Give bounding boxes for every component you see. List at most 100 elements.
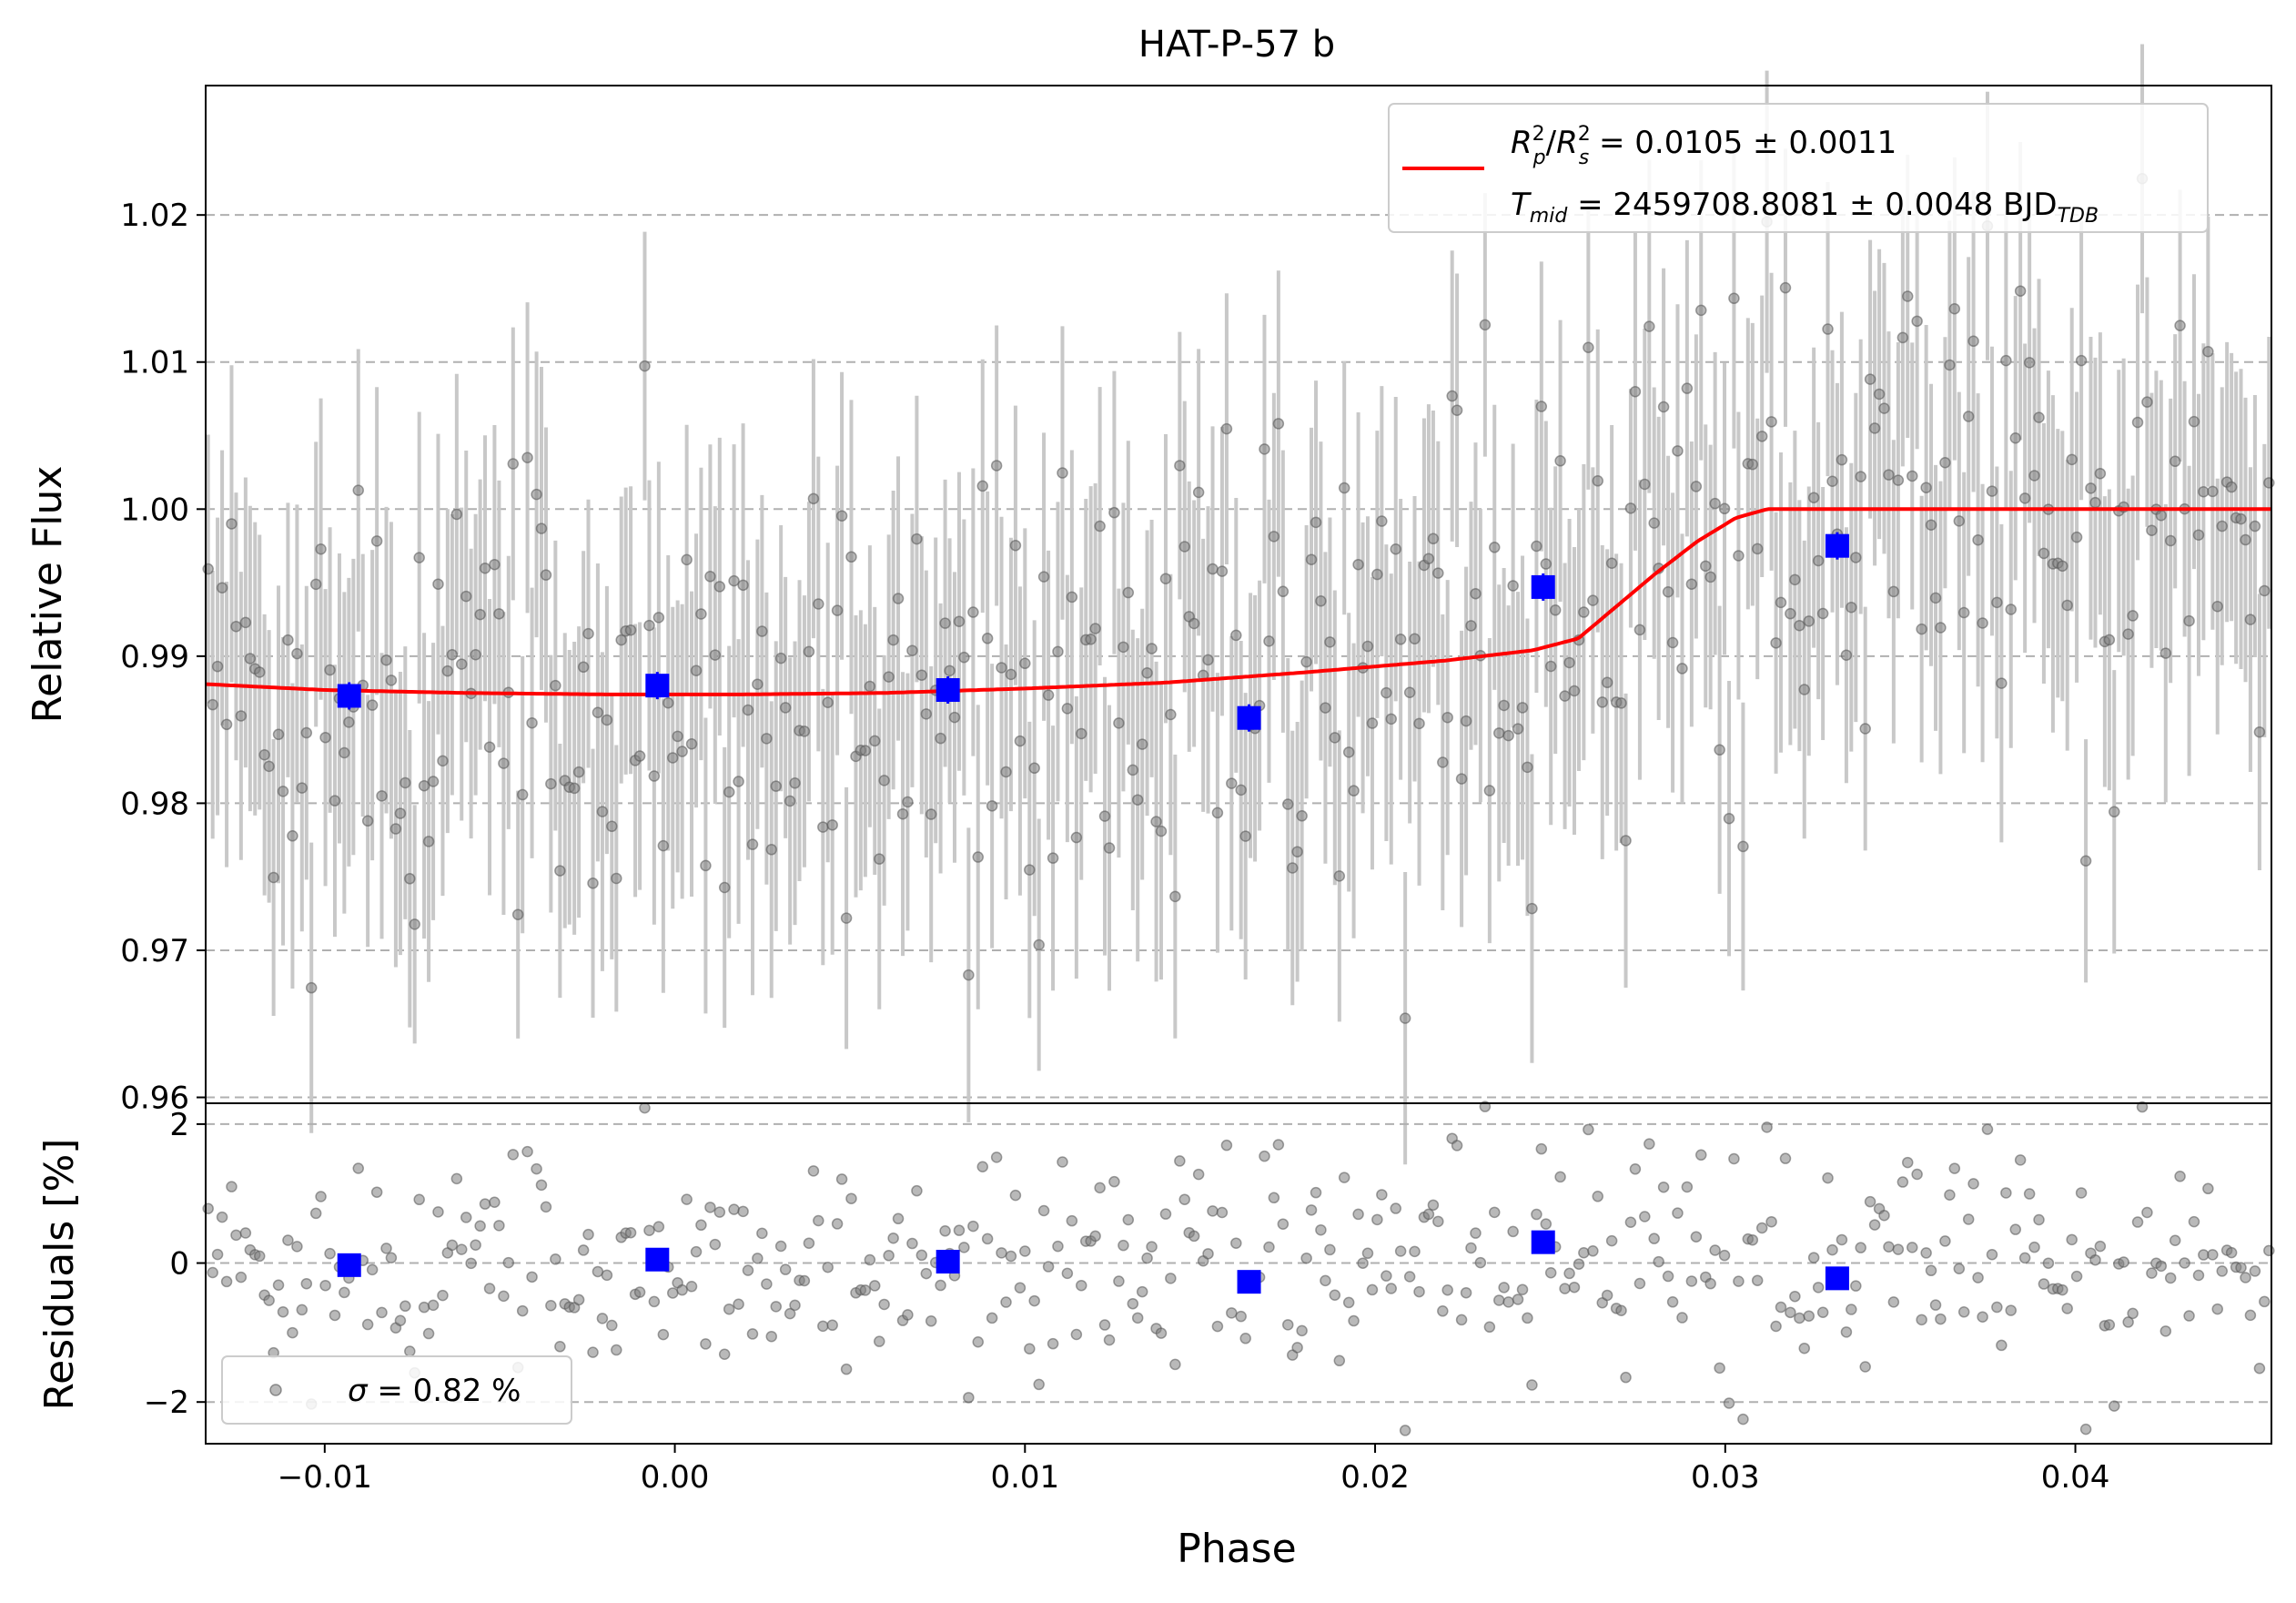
top-raw-point — [1996, 677, 2008, 689]
top-raw-point — [789, 777, 801, 789]
top-raw-point — [813, 598, 824, 610]
bottom-raw-point — [1342, 1296, 1355, 1309]
top-raw-point — [1122, 586, 1135, 599]
bottom-raw-point — [840, 1363, 853, 1375]
top-raw-point — [244, 653, 257, 665]
bottom-raw-point — [1587, 1245, 1599, 1257]
bottom-raw-point — [1385, 1283, 1397, 1294]
top-raw-point — [2038, 547, 2050, 560]
bottom-raw-point — [1220, 1139, 1233, 1152]
top-raw-point — [1807, 492, 1820, 503]
bottom-raw-point — [1376, 1189, 1388, 1201]
bottom-raw-point — [803, 1237, 815, 1249]
top-raw-point — [1639, 478, 1651, 491]
bottom-raw-point — [291, 1241, 303, 1253]
bottom-raw-point — [1226, 1307, 1238, 1319]
bottom-raw-point — [676, 1283, 688, 1296]
top-raw-point — [1371, 568, 1383, 581]
top-raw-point — [1324, 636, 1336, 648]
top-raw-point — [1522, 761, 1533, 774]
top-raw-point — [1794, 620, 1805, 632]
bottom-raw-point — [1535, 1142, 1548, 1155]
bottom-raw-point — [1263, 1241, 1275, 1253]
top-raw-point — [2094, 467, 2107, 480]
bottom-raw-point — [1648, 1233, 1660, 1244]
top-raw-point — [718, 881, 731, 894]
bottom-raw-point — [817, 1320, 829, 1333]
bottom-raw-point — [1991, 1301, 2003, 1314]
bottom-raw-point — [1962, 1213, 1975, 1225]
bottom-raw-point — [1394, 1245, 1407, 1257]
top-raw-point — [540, 569, 552, 581]
bottom-raw-point — [2089, 1253, 2101, 1266]
bottom-raw-point — [2155, 1260, 2168, 1273]
bottom-raw-point — [2118, 1256, 2129, 1268]
top-raw-point — [230, 620, 242, 633]
bottom-raw-point — [1794, 1312, 1805, 1324]
top-raw-point — [239, 616, 252, 629]
top-raw-point — [662, 696, 674, 709]
top-raw-point — [1085, 634, 1097, 645]
top-raw-point — [2202, 346, 2214, 358]
top-raw-point — [1136, 738, 1148, 750]
top-raw-point — [1422, 553, 1435, 564]
bottom-raw-point — [1403, 1271, 1416, 1283]
top-raw-point — [2240, 533, 2251, 546]
bottom-raw-point — [1281, 1319, 1294, 1331]
top-raw-point — [1165, 708, 1177, 721]
top-raw-point — [2033, 411, 2045, 423]
bottom-raw-point — [1629, 1163, 1642, 1175]
top-raw-point — [958, 651, 970, 664]
bottom-raw-point — [1455, 1314, 1468, 1326]
top-raw-point — [1568, 685, 1581, 697]
bottom-raw-point — [1948, 1162, 1961, 1174]
top-raw-point — [2014, 285, 2027, 297]
bottom-raw-point — [1846, 1304, 1857, 1315]
bottom-raw-point — [479, 1198, 491, 1210]
xtick-label: 0.04 — [2041, 1459, 2110, 1496]
top-raw-point — [291, 647, 303, 660]
top-raw-point — [883, 671, 895, 683]
top-raw-point — [1723, 812, 1735, 825]
top-raw-point — [2235, 512, 2247, 525]
bottom-raw-point — [1409, 1245, 1421, 1258]
top-raw-point — [1329, 732, 1341, 744]
bottom-raw-point — [1953, 1263, 1966, 1274]
top-raw-point — [822, 696, 834, 708]
bottom-raw-points — [202, 1101, 2275, 1436]
top-raw-point — [1141, 667, 1153, 679]
top-raw-point — [2225, 481, 2238, 493]
bottom-raw-point — [1531, 1208, 1542, 1221]
bottom-raw-point — [400, 1300, 411, 1313]
top-ytick-label: 1.01 — [120, 345, 189, 381]
xtick-label: −0.01 — [278, 1459, 372, 1496]
top-raw-point — [1535, 401, 1548, 412]
top-raw-point — [1070, 831, 1083, 844]
legend-line-ratio: R2 p/R2 s = 0.0105 ± 0.0011 — [1511, 123, 1896, 169]
top-raw-point — [667, 752, 679, 764]
top-raw-point — [902, 796, 914, 808]
top-raw-point — [361, 815, 374, 827]
bottom-raw-point — [1911, 1168, 1923, 1181]
bottom-raw-point — [554, 1341, 566, 1353]
bottom-raw-point — [1925, 1264, 1937, 1277]
top-raw-point — [2207, 485, 2219, 498]
bottom-binned-point — [645, 1247, 670, 1272]
bottom-raw-point — [1892, 1243, 1905, 1255]
bottom-raw-point — [1737, 1413, 1749, 1425]
bottom-raw-point — [446, 1239, 459, 1252]
top-raw-point — [779, 702, 792, 714]
top-raw-point — [263, 760, 275, 773]
top-raw-point — [389, 823, 402, 835]
bottom-raw-point — [2018, 1252, 2031, 1264]
top-raw-point — [685, 738, 698, 750]
bottom-raw-point — [361, 1318, 374, 1331]
top-y-ticks: 0.96 0.97 0.98 0.99 1.00 1.01 1.02 — [120, 198, 206, 1117]
top-raw-point — [1559, 690, 1571, 702]
top-raw-point — [211, 660, 224, 673]
top-raw-point — [981, 633, 994, 644]
top-raw-point — [911, 533, 923, 545]
top-raw-point — [1174, 460, 1186, 472]
bottom-raw-point — [545, 1300, 557, 1312]
bottom-raw-point — [1207, 1205, 1219, 1217]
